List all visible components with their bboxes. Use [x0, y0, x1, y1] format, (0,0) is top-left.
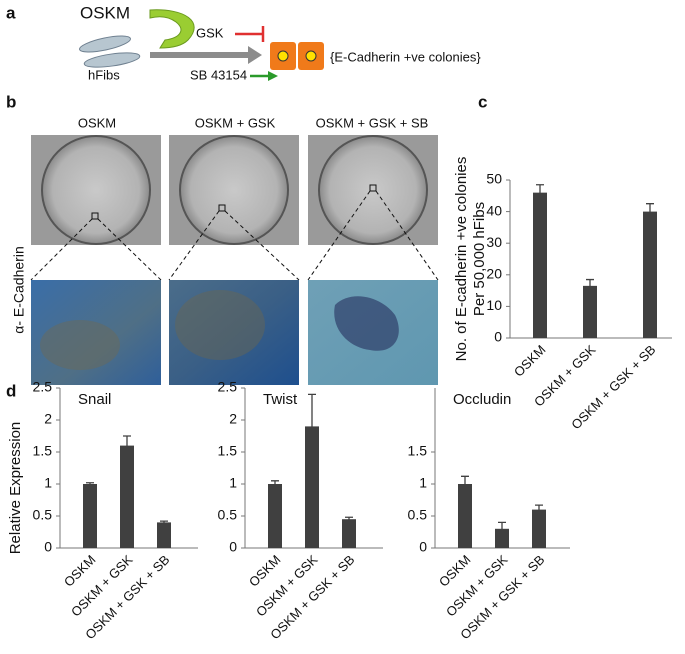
zoom-box: [369, 184, 377, 192]
nucleus: [277, 50, 289, 62]
bar: [583, 285, 597, 338]
panel-label: b: [6, 92, 16, 111]
nucleus: [305, 50, 317, 62]
colony-stain: [175, 290, 265, 360]
y-tick-label: 2.5: [218, 379, 238, 395]
error-bar: [498, 521, 506, 536]
error-bar: [160, 520, 168, 525]
y-tick-label: 40: [486, 202, 502, 218]
y-tick-label: 0.5: [218, 507, 238, 523]
error-bar: [271, 480, 279, 488]
zoom-box: [91, 212, 99, 220]
bar: [268, 484, 282, 548]
process-arrow: [150, 46, 262, 64]
error-bar: [586, 278, 594, 293]
y-tick-label: 1: [419, 475, 427, 491]
factor-label: OSKM: [80, 3, 130, 22]
bar: [643, 211, 657, 338]
error-bar: [535, 504, 543, 515]
y-tick-label: 1: [44, 475, 52, 491]
y-tick-label: 2.5: [33, 379, 53, 395]
chart-title: Occludin: [453, 391, 511, 408]
error-bar: [123, 435, 131, 456]
bar: [458, 484, 472, 548]
y-tick-label: 20: [486, 266, 502, 282]
row-label: α- E-Cadherin: [11, 246, 27, 333]
y-tick-label: 1: [229, 475, 237, 491]
well: [179, 135, 289, 245]
error-bar: [646, 203, 654, 221]
colony-stain: [334, 296, 399, 351]
y-axis-label: Relative Expression: [7, 422, 24, 555]
bar: [342, 519, 356, 548]
bar: [120, 445, 134, 548]
y-axis-label: No. of E-cadherin +ve colonies: [453, 157, 470, 362]
y-tick-label: 1.5: [218, 443, 238, 459]
y-tick-label: 1.5: [408, 443, 428, 459]
bar: [533, 192, 547, 338]
y-tick-label: 2: [229, 411, 237, 427]
well-images: [30, 135, 439, 385]
error-bar: [345, 516, 353, 522]
panel-label: d: [6, 381, 16, 400]
inhibitor-label: GSK: [196, 25, 224, 40]
chart-title: Twist: [263, 391, 298, 408]
zoom-box: [218, 204, 226, 212]
bar: [83, 484, 97, 548]
x-tick-label: OSKM: [511, 342, 549, 380]
activate-head: [268, 71, 278, 81]
result-label: {E-Cadherin +ve colonies}: [330, 49, 481, 64]
bar: [157, 522, 171, 548]
y-tick-label: 1.5: [33, 443, 53, 459]
y-tick-label: 10: [486, 297, 502, 313]
well: [41, 135, 151, 245]
fibroblast: [83, 52, 141, 68]
error-bar: [461, 475, 469, 493]
activator-label: SB 43154: [190, 67, 247, 82]
zoom-lines: [30, 190, 439, 281]
y-tick-label: 2: [44, 411, 52, 427]
y-tick-label: 0: [419, 539, 427, 555]
panel-label: c: [478, 92, 487, 111]
chart-title: Snail: [78, 391, 111, 408]
y-tick-label: 0: [229, 539, 237, 555]
error-bar: [308, 393, 316, 460]
y-tick-label: 0: [494, 329, 502, 345]
cells-label: hFibs: [88, 67, 120, 82]
panel-label: a: [6, 3, 16, 22]
bar: [532, 509, 546, 548]
micrograph: [169, 280, 299, 385]
bar: [305, 426, 319, 548]
column-label: OSKM: [78, 115, 116, 130]
fibroblast: [79, 35, 131, 53]
y-tick-label: 50: [486, 171, 502, 187]
y-tick-label: 0.5: [408, 507, 428, 523]
y-tick-label: 0: [44, 539, 52, 555]
error-bar: [86, 482, 94, 486]
y-tick-label: 0.5: [33, 507, 53, 523]
colony-stain: [40, 320, 120, 370]
y-axis-label: Per 50,000 hFibs: [471, 202, 488, 316]
curved-arrow: [149, 9, 195, 49]
y-tick-label: 30: [486, 234, 502, 250]
column-label: OSKM + GSK + SB: [316, 115, 429, 130]
column-label: OSKM + GSK: [195, 115, 276, 130]
well: [318, 135, 428, 245]
bar: [495, 528, 509, 548]
error-bar: [536, 184, 544, 202]
